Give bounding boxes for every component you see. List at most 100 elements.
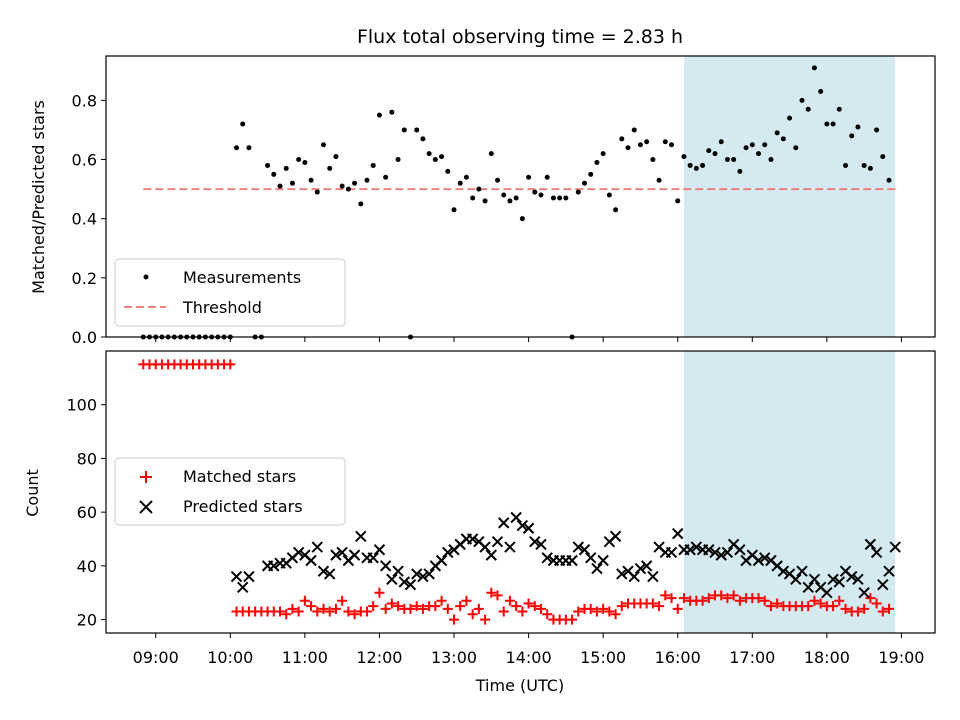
measurement-point	[420, 136, 426, 142]
predicted-star-point	[522, 522, 535, 534]
matched-star-point	[393, 601, 404, 612]
bottom-y-tick-label: 60	[77, 503, 97, 522]
matched-star-point	[368, 601, 379, 612]
bottom-y-axis-label: Count	[23, 469, 42, 517]
measurement-point	[482, 198, 488, 204]
predicted-star-point	[466, 533, 479, 545]
matched-star-point	[374, 587, 385, 598]
measurement-point	[811, 65, 817, 71]
predicted-star-point	[759, 552, 771, 564]
predicted-star-point	[591, 562, 603, 575]
predicted-star-point	[498, 517, 510, 529]
measurement-point	[669, 142, 675, 148]
matched-star-point	[859, 603, 870, 614]
measurement-point	[843, 162, 849, 168]
matched-star-point	[225, 359, 236, 370]
measurement-point	[787, 115, 793, 121]
legend-predicted-label: Predicted stars	[183, 497, 303, 516]
x-tick-label: 19:00	[878, 648, 924, 667]
matched-star-point	[585, 603, 596, 614]
top-axes-frame	[105, 55, 936, 338]
bottom-y-ticks: 20 40 60 80 100	[66, 396, 106, 630]
count-panel: 20 40 60 80 100 09:00 10:00 11:00 12:00 13:00 14:…	[23, 350, 936, 695]
measurement-point	[457, 180, 463, 186]
measurement-point	[700, 162, 706, 168]
matched-star-point	[654, 601, 665, 612]
matched-star-point	[734, 595, 745, 606]
matched-star-point	[405, 603, 416, 614]
predicted-star-point	[510, 511, 522, 524]
measurement-point	[880, 154, 886, 160]
measurement-point	[793, 145, 799, 151]
bottom-shaded-interval	[683, 351, 896, 633]
matched-star-point	[759, 595, 770, 606]
measurement-point	[333, 154, 339, 160]
predicted-star-point	[442, 546, 454, 559]
bottom-legend-box	[114, 457, 346, 526]
measurement-point	[488, 151, 494, 157]
measurement-point	[650, 157, 656, 163]
predicted-star-point	[386, 573, 398, 585]
predicted-star-point	[268, 560, 280, 572]
measurement-point	[283, 165, 289, 171]
measurement-point	[706, 148, 712, 154]
predicted-star-point	[411, 568, 423, 580]
matched-star-point	[318, 603, 329, 614]
predicted-star-point	[479, 541, 491, 553]
matched-star-point	[380, 603, 391, 614]
measurement-point	[383, 174, 389, 180]
predicted-star-point	[535, 538, 547, 551]
predicted-star-point	[821, 587, 833, 599]
matched-star-point	[722, 593, 733, 604]
matched-star-point	[753, 593, 764, 604]
predicted-star-point	[889, 541, 901, 553]
predicted-star-point	[243, 570, 255, 583]
matched-star-point	[467, 609, 478, 620]
measurement-point	[712, 151, 718, 157]
matched-star-point	[678, 593, 689, 604]
predicted-star-point	[392, 565, 404, 577]
measurement-point	[519, 216, 525, 222]
predicted-star-point	[404, 578, 417, 591]
predicted-star-point	[597, 554, 609, 567]
matched-star-point	[716, 590, 727, 601]
x-tick-label: 18:00	[804, 648, 850, 667]
measurement-point	[644, 139, 650, 145]
predicted-star-point	[877, 578, 889, 591]
measurement-point	[401, 127, 407, 133]
measurement-point	[874, 127, 880, 133]
measurement-point	[737, 168, 743, 174]
matched-star-point	[362, 606, 373, 617]
measurement-point	[836, 106, 842, 112]
measurement-point	[780, 136, 786, 142]
measurement-point	[507, 198, 513, 204]
measurement-point	[376, 112, 382, 118]
measurement-point	[681, 154, 687, 160]
measurement-point	[867, 165, 873, 171]
predicted-star-point	[752, 554, 765, 567]
measurement-point	[849, 133, 855, 139]
predicted-star-point	[504, 541, 516, 553]
measurement-point	[563, 195, 569, 201]
matched-star-point	[834, 595, 845, 606]
x-tick-label: 17:00	[729, 648, 775, 667]
matched-star-point	[275, 606, 286, 617]
measurement-point	[557, 195, 563, 201]
predicted-star-point	[827, 573, 839, 585]
x-tick-label: 16:00	[655, 648, 701, 667]
matched-star-point	[343, 606, 354, 617]
matched-star-point	[616, 601, 627, 612]
measurement-point	[451, 207, 457, 213]
matched-star-point	[330, 603, 341, 614]
top-y-tick-label: 0.6	[72, 151, 97, 170]
matched-star-point	[884, 603, 895, 614]
measurement-point	[799, 97, 805, 103]
legend-measurements-marker	[143, 274, 149, 280]
predicted-star-point	[684, 544, 696, 556]
count-points	[138, 359, 901, 625]
matched-star-point	[517, 606, 528, 617]
matched-star-point	[386, 598, 397, 609]
top-y-tick-label: 0.0	[72, 328, 97, 347]
matched-star-point	[299, 595, 310, 606]
